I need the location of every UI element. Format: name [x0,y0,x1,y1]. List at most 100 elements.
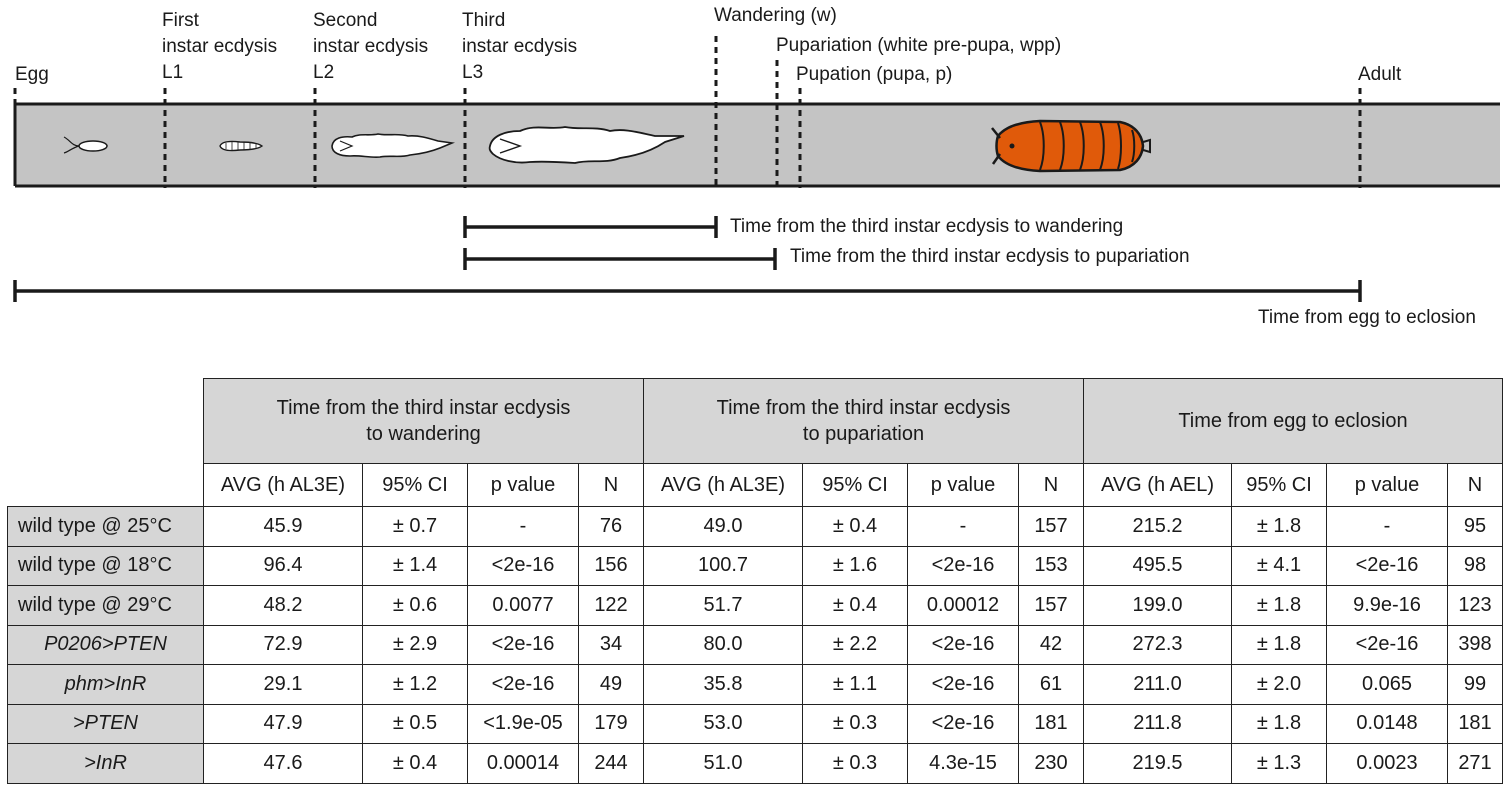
table-cell: 211.0 [1083,664,1232,705]
table-cell: ± 0.4 [802,585,908,626]
adult-label: Adult [1358,64,1402,85]
table-cell: - [1326,506,1448,547]
third-label-code: L3 [462,62,484,83]
table-cell: 181 [1018,703,1084,744]
table-cell: 179 [578,703,644,744]
table-cell: 42 [1018,624,1084,665]
table-cell: 96.4 [203,545,363,586]
table-cell: 0.0077 [467,585,579,626]
table-cell: 156 [578,545,644,586]
pupariation-label: Pupariation (white pre-pupa, wpp) [776,35,1062,56]
wandering-label: Wandering (w) [714,5,837,26]
table-cell: <2e-16 [907,545,1019,586]
table-cell: 0.00012 [907,585,1019,626]
group-header-wandering: Time from the third instar ecdysis to wa… [203,378,644,464]
column-header: AVG (h AL3E) [203,463,363,507]
table-cell: ± 0.6 [362,585,468,626]
table-cell: 153 [1018,545,1084,586]
table-cell: 47.9 [203,703,363,744]
table-cell: ± 0.4 [362,743,468,784]
row-label: P0206>PTEN [7,624,204,665]
second-label-line2: instar ecdysis [313,36,429,57]
l2-larva-icon [331,133,455,159]
group-header-line1: Time from the third instar ecdysis [276,397,571,419]
table-cell: 99 [1447,664,1503,705]
group-header-line2: to wandering [366,423,481,445]
table-cell: 495.5 [1083,545,1232,586]
table-cell: 181 [1447,703,1503,744]
corner-cell [8,464,204,507]
table-cell: ± 0.4 [802,506,908,547]
column-header: p value [907,463,1019,507]
table-cell: 271 [1447,743,1503,784]
timeline-bar [15,104,1500,186]
table-cell: 48.2 [203,585,363,626]
table-row: wild type @ 29°C 48.2 ± 0.6 0.0077 122 51.7 ± … [7,585,1503,626]
table-cell: 4.3e-15 [907,743,1019,784]
table-row: phm>InR 29.1 ± 1.2 <2e-16 49 35.8 ± 1.1 <2e-16 6… [7,664,1503,705]
table-cell: <2e-16 [1326,545,1448,586]
developmental-timing-table: Time from the third instar ecdysis to wa… [7,378,1503,784]
table-cell: 100.7 [643,545,803,586]
table-cell: ± 1.6 [802,545,908,586]
table-cell: ± 1.1 [802,664,908,705]
column-header: AVG (h AEL) [1083,463,1232,507]
table-cell: 272.3 [1083,624,1232,665]
table-cell: 230 [1018,743,1084,784]
column-header: p value [467,463,579,507]
table-cell: 157 [1018,506,1084,547]
table-cell: 51.0 [643,743,803,784]
group-header-eclosion: Time from egg to eclosion [1083,378,1503,464]
group-header-pupariation: Time from the third instar ecdysis to pu… [643,378,1084,464]
interval-pupariation-label: Time from the third instar ecdysis to pu… [790,246,1190,267]
table-row: P0206>PTEN 72.9 ± 2.9 <2e-16 34 80.0 ± 2.2 <2e-… [7,624,1503,665]
first-label-code: L1 [162,62,184,83]
column-header: N [1447,463,1503,507]
column-header: 95% CI [362,463,468,507]
table-cell: 61 [1018,664,1084,705]
table-cell: 35.8 [643,664,803,705]
development-timeline [13,36,1500,302]
table-cell: <2e-16 [1326,624,1448,665]
table-cell: ± 1.8 [1231,506,1327,547]
table-cell: 45.9 [203,506,363,547]
corner-cell [8,379,204,464]
table-cell: 219.5 [1083,743,1232,784]
table-cell: ± 1.3 [1231,743,1327,784]
interval-eclosion-label: Time from egg to eclosion [1258,307,1476,328]
table-cell: 157 [1018,585,1084,626]
table-cell: ± 4.1 [1231,545,1327,586]
first-label-line2: instar ecdysis [162,36,278,57]
third-label-line2: instar ecdysis [462,36,578,57]
second-label-line1: Second [313,10,378,31]
table-cell: 95 [1447,506,1503,547]
table-cell: <2e-16 [467,624,579,665]
table-cell: 49.0 [643,506,803,547]
table-cell: <1.9e-05 [467,703,579,744]
row-label: phm>InR [7,664,204,705]
table-cell: <2e-16 [907,664,1019,705]
table-row: >InR 47.6 ± 0.4 0.00014 244 51.0 ± 0.3 4.3e-15 2… [7,743,1503,784]
table-cell: 0.065 [1326,664,1448,705]
group-header-line2: to pupariation [802,423,925,445]
table-cell: 49 [578,664,644,705]
row-label: wild type @ 29°C [7,585,204,626]
table-cell: ± 0.3 [802,743,908,784]
table-cell: 0.00014 [467,743,579,784]
table-cell: 47.6 [203,743,363,784]
table-cell: ± 2.9 [362,624,468,665]
third-label-line1: Third [462,10,506,31]
column-header: N [1018,463,1084,507]
table-cell: <2e-16 [907,703,1019,744]
group-header-line1: Time from egg to eclosion [1178,410,1408,432]
table-cell: 9.9e-16 [1326,585,1448,626]
table-cell: 215.2 [1083,506,1232,547]
table-cell: 122 [578,585,644,626]
table-cell: ± 2.0 [1231,664,1327,705]
l3-larva-icon [488,126,685,164]
table-cell: <2e-16 [907,624,1019,665]
table-cell: ± 0.7 [362,506,468,547]
table-cell: 0.0148 [1326,703,1448,744]
egg-label: Egg [15,64,49,85]
table-cell: ± 1.8 [1231,703,1327,744]
